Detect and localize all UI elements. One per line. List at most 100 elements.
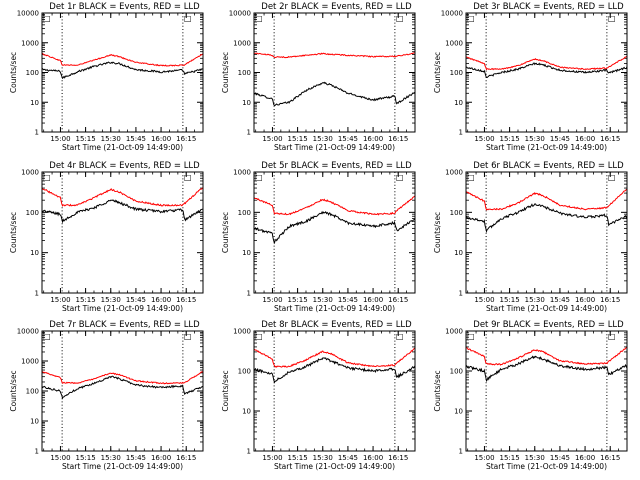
y-tick-label: 1000 (21, 169, 39, 177)
events-series-line (253, 357, 416, 384)
events-series-line (41, 61, 204, 80)
corner-marker-left: □ (43, 14, 51, 23)
x-tick-label: 15:00 (474, 135, 494, 143)
y-tick-label: 10000 (441, 10, 463, 18)
y-tick-label: 10000 (17, 328, 39, 336)
panel-title: Det 5r BLACK = Events, RED = LLD (261, 161, 412, 171)
corner-marker-left: □ (467, 14, 475, 23)
events-series-line (466, 203, 628, 234)
x-axis-label: Start Time (21-Oct-09 14:49:00) (486, 304, 607, 313)
x-tick-label: 16:15 (600, 296, 620, 304)
x-tick-label: 15:30 (525, 135, 545, 143)
y-tick-label: 100 (238, 69, 251, 77)
x-tick-label: 15:45 (126, 135, 146, 143)
plot-frame (253, 171, 416, 294)
x-tick-label: 15:00 (262, 454, 282, 462)
y-tick-label: 1 (247, 290, 251, 298)
events-series-line (253, 210, 415, 245)
y-tick-label: 1 (247, 448, 251, 456)
corner-marker-right: □ (184, 173, 192, 182)
y-tick-label: 1 (459, 290, 463, 298)
detector-panel: Det 5r BLACK = Events, RED = LLD Counts/s… (221, 161, 416, 313)
panel-title: Det 6r BLACK = Events, RED = LLD (473, 161, 624, 171)
y-axis-label: Counts/sec (9, 212, 18, 253)
plot-frame (465, 330, 628, 452)
lld-series-line (41, 52, 204, 67)
detector-panel: Det 2r BLACK = Events, RED = LLD Counts/s… (221, 2, 416, 152)
x-tick-label: 15:15 (500, 454, 520, 462)
events-series-line (41, 199, 204, 224)
y-tick-label: 100 (26, 69, 39, 77)
y-tick-label: 1 (35, 290, 39, 298)
detector-panel: Det 7r BLACK = Events, RED = LLD Counts/s… (9, 320, 204, 471)
events-series-line (41, 375, 204, 400)
y-tick-label: 10 (242, 249, 251, 257)
y-tick-label: 1000 (21, 39, 39, 47)
x-axis-label: Start Time (21-Oct-09 14:49:00) (486, 143, 607, 152)
y-tick-label: 100 (450, 69, 463, 77)
corner-marker-left: □ (467, 173, 475, 182)
x-axis-label: Start Time (21-Oct-09 14:49:00) (62, 143, 183, 152)
detector-panel: Det 6r BLACK = Events, RED = LLD Counts/s… (433, 161, 628, 313)
corner-marker-left: □ (255, 332, 263, 341)
plot-frame (253, 12, 416, 133)
x-tick-label: 16:00 (363, 454, 383, 462)
x-tick-label: 16:00 (363, 296, 383, 304)
y-axis-label: Counts/sec (433, 370, 442, 411)
corner-marker-right: □ (608, 173, 616, 182)
y-tick-label: 10 (454, 408, 463, 416)
detector-panel: Det 9r BLACK = Events, RED = LLD Counts/s… (433, 320, 628, 471)
panel-title: Det 7r BLACK = Events, RED = LLD (49, 320, 200, 330)
x-tick-label: 15:30 (101, 296, 121, 304)
x-tick-label: 15:45 (338, 135, 358, 143)
lld-series-line (253, 195, 416, 216)
x-tick-label: 16:15 (176, 296, 196, 304)
x-tick-label: 16:15 (388, 454, 408, 462)
y-axis-label: Counts/sec (433, 212, 442, 253)
x-tick-label: 15:45 (338, 296, 358, 304)
x-tick-label: 15:45 (338, 454, 358, 462)
x-tick-label: 16:00 (363, 135, 383, 143)
corner-marker-left: □ (467, 332, 475, 341)
x-tick-label: 15:30 (525, 454, 545, 462)
x-tick-label: 16:00 (575, 454, 595, 462)
y-tick-label: 100 (26, 209, 39, 217)
corner-marker-right: □ (396, 14, 404, 23)
corner-marker-right: □ (184, 14, 192, 23)
y-tick-label: 10 (242, 99, 251, 107)
y-tick-label: 1 (35, 448, 39, 456)
x-tick-label: 16:00 (151, 454, 171, 462)
y-axis-label: Counts/sec (221, 370, 230, 411)
y-tick-label: 100 (450, 368, 463, 376)
x-tick-label: 16:15 (600, 454, 620, 462)
x-tick-label: 15:15 (500, 135, 520, 143)
y-tick-label: 100 (238, 368, 251, 376)
detector-panel: Det 1r BLACK = Events, RED = LLD Counts/s… (9, 2, 204, 152)
x-tick-label: 16:15 (600, 135, 620, 143)
x-tick-label: 15:45 (550, 296, 570, 304)
x-tick-label: 16:15 (388, 135, 408, 143)
x-tick-label: 15:45 (126, 296, 146, 304)
x-tick-label: 15:30 (313, 454, 333, 462)
corner-marker-left: □ (43, 173, 51, 182)
y-axis-label: Counts/sec (9, 52, 18, 93)
x-tick-label: 15:45 (550, 135, 570, 143)
panel-title: Det 8r BLACK = Events, RED = LLD (261, 320, 412, 330)
x-tick-label: 15:00 (50, 454, 70, 462)
y-tick-label: 1 (459, 129, 463, 137)
plot-frame (465, 171, 628, 294)
y-tick-label: 10 (30, 418, 39, 426)
lld-series-line (465, 346, 628, 366)
y-tick-label: 100 (26, 388, 39, 396)
y-tick-label: 100 (450, 209, 463, 217)
corner-marker-right: □ (608, 332, 616, 341)
x-tick-label: 16:15 (388, 296, 408, 304)
x-tick-label: 16:00 (151, 135, 171, 143)
corner-marker-left: □ (43, 332, 51, 341)
x-tick-label: 15:00 (50, 296, 70, 304)
corner-marker-left: □ (255, 173, 263, 182)
x-axis-label: Start Time (21-Oct-09 14:49:00) (274, 462, 395, 471)
y-tick-label: 1000 (21, 358, 39, 366)
y-tick-label: 1000 (445, 39, 463, 47)
x-tick-label: 16:15 (176, 454, 196, 462)
